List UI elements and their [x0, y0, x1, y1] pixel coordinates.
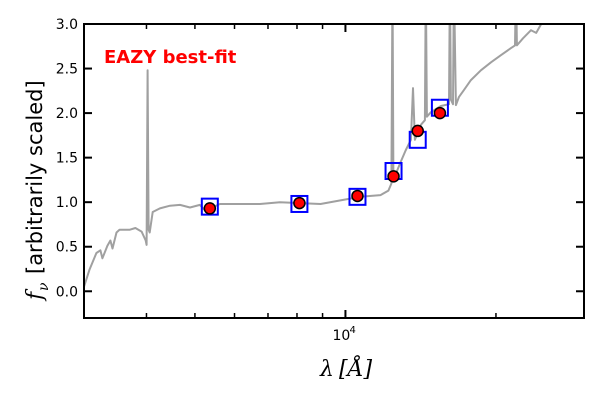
observed-point-marker: [351, 189, 364, 203]
y-tick-label: 1.0: [56, 195, 78, 211]
y-axis-label-text: [arbitrarily scaled]: [23, 80, 47, 274]
observed-point-marker: [411, 124, 424, 138]
model-square-marker: [348, 187, 367, 206]
x-tick-label-exponent: 4: [349, 325, 355, 336]
x-axis-label-unit: [Å]: [339, 354, 372, 382]
y-tick-label: 2.5: [56, 62, 78, 78]
y-tick-label: 3.0: [56, 17, 78, 33]
axes-frame: [83, 23, 585, 319]
y-tick-label: 0.5: [56, 240, 78, 256]
axes: 0.0 0.5 1.0 1.5 2.0 2.5 3.0 10 4: [56, 17, 584, 344]
y-axis-label: f ν [arbitrarily scaled]: [23, 80, 52, 302]
x-tick-label: 10: [332, 328, 350, 344]
spectrum-line: [84, 24, 543, 289]
observed-point-marker: [293, 196, 306, 210]
x-axis-label-symbol: λ: [319, 357, 334, 382]
y-tick-label: 2.0: [56, 106, 78, 122]
plot-area: [84, 24, 543, 289]
y-tick-label: 1.5: [56, 151, 78, 167]
observed-point-marker: [203, 202, 217, 215]
observed-point-marker: [387, 170, 400, 183]
model-square-marker: [290, 194, 309, 213]
y-tick-label: 0.0: [56, 284, 78, 300]
annotation-label: EAZY best-fit: [104, 47, 237, 68]
observed-point-marker: [433, 106, 447, 120]
y-axis-label-subscript: ν: [36, 282, 52, 291]
